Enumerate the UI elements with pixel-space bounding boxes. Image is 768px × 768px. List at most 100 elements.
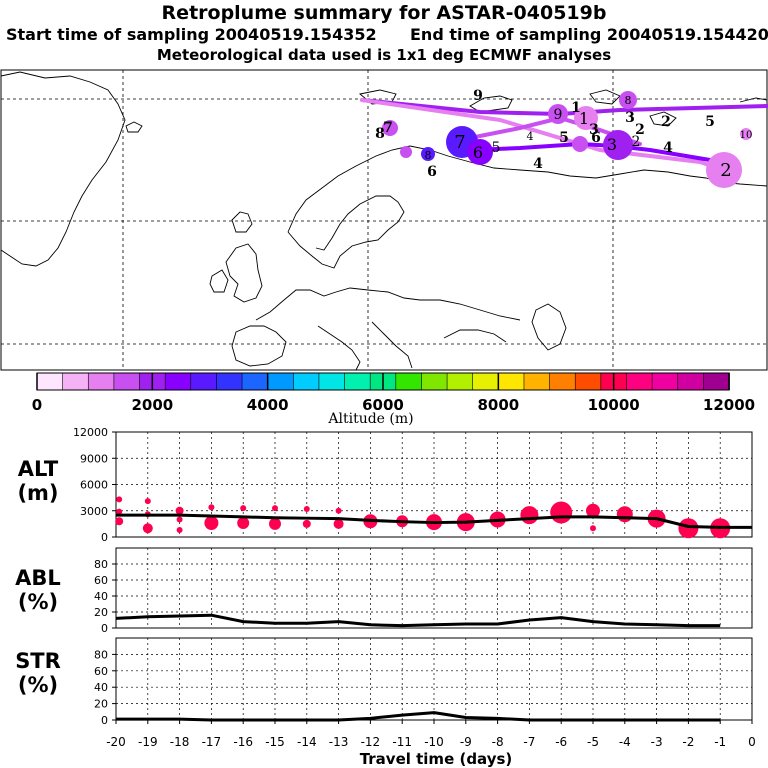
- x-axis-label: Travel time (days): [360, 750, 513, 768]
- plume-number: 3: [607, 135, 617, 154]
- day-label: 7: [383, 120, 393, 136]
- trajectory-day-labels: 9 8 1 3 2 5 4 6 5 7 6 3 2 4: [375, 88, 715, 180]
- y-tick-label: 0: [101, 622, 108, 635]
- colorbar-cell: [62, 372, 90, 391]
- coastline-baltic: [287, 195, 405, 269]
- plume-number: 5: [492, 140, 501, 156]
- abl-panel: 80 60 40 20 0 ABL(%): [15, 547, 753, 635]
- plume-centroid: [603, 130, 633, 160]
- plume-centroid: [421, 147, 435, 161]
- y-tick-label: 80: [94, 648, 108, 661]
- map-panel: 7 8 6 5 4 9 1 3 2 8 10 2 9 8 1 3 2 5 4 6…: [0, 69, 768, 371]
- x-tick-label: -14: [297, 735, 317, 749]
- colorbar-cell: [677, 372, 705, 391]
- chart-title: Retroplume summary for ASTAR-040519b: [161, 2, 607, 24]
- coastline-italy: [317, 325, 361, 371]
- x-tick-label: -2: [682, 735, 694, 749]
- plume-number: 9: [554, 107, 563, 123]
- colorbar-cell: [216, 372, 243, 391]
- plume-number: 10: [740, 130, 753, 141]
- altitude-marker: [302, 519, 311, 528]
- day-label: 2: [661, 114, 671, 130]
- colorbar-cell: [36, 372, 64, 391]
- altitude-marker: [240, 505, 247, 512]
- altitude-marker: [269, 517, 281, 530]
- altitude-marker: [520, 506, 539, 525]
- plume-centroid: [574, 106, 598, 130]
- panel-label-unit: (%): [18, 673, 58, 697]
- colorbar-cell: [421, 372, 448, 391]
- x-axis: -20 -19 -18 -17 -16 -15 -14 -13 -12 -11 -10 -9 -8 -7-…: [106, 720, 756, 768]
- plume-number: 7: [454, 132, 465, 153]
- coastline-ne: [739, 97, 768, 103]
- x-tick-label: -1: [714, 735, 726, 749]
- y-tick-label: 0: [101, 531, 108, 544]
- colorbar-cell: [292, 372, 320, 391]
- colorbar-cell: [626, 372, 653, 391]
- str-panel: 80 60 40 20 0 STR(%): [15, 637, 753, 727]
- day-label: 6: [427, 164, 437, 180]
- altitude-colorbar: 0 2000 4000 6000 8000 10000 12000 Altitude (m): [32, 372, 755, 427]
- altitude-marker: [550, 501, 573, 524]
- plume-number: 8: [425, 149, 432, 162]
- x-tick-label: -8: [492, 735, 504, 749]
- plume-number: 6: [473, 143, 483, 162]
- altitude-marker: [175, 506, 184, 515]
- day-label: 3: [589, 122, 599, 138]
- coastline-ireland: [209, 269, 229, 293]
- plume-centroid: [572, 136, 588, 152]
- panel-label: STR: [15, 649, 61, 673]
- plume-centroid: [619, 91, 637, 109]
- coastline-severnaya: [589, 89, 621, 105]
- altitude-marker: [616, 506, 633, 523]
- series-line: [115, 613, 721, 628]
- colorbar-tick-label: 4000: [247, 396, 289, 414]
- x-tick-label: -16: [233, 735, 253, 749]
- day-label: 1: [571, 100, 581, 116]
- colorbar-cell: [574, 372, 602, 391]
- x-tick-label: 0: [748, 735, 756, 749]
- colorbar-cell: [87, 372, 115, 391]
- plume-number: 4: [527, 130, 534, 143]
- day-label: 5: [705, 114, 715, 130]
- plume-number: 2: [632, 134, 641, 150]
- plume-number: 8: [625, 94, 632, 107]
- colorbar-tick-label: 8000: [477, 396, 519, 414]
- altitude-marker: [176, 527, 183, 533]
- coastline-balkans: [371, 321, 413, 369]
- altitude-marker: [115, 517, 124, 526]
- colorbar-ticks: 0 2000 4000 6000 8000 10000 12000: [32, 373, 755, 414]
- colorbar-cell: [113, 372, 141, 391]
- altitude-marker: [116, 496, 123, 503]
- colorbar-tick-label: 10000: [588, 396, 640, 414]
- coastline-black-sea: [443, 329, 507, 343]
- coastline-britain: [225, 243, 263, 303]
- plume-centroid: [706, 152, 742, 188]
- x-tick-label: -4: [619, 735, 631, 749]
- day-label: 5: [559, 130, 569, 146]
- y-tick-label: 40: [94, 590, 108, 603]
- day-label: 3: [625, 110, 635, 126]
- x-tick-label: -13: [329, 735, 349, 749]
- coastline-arctic-island: [649, 111, 677, 127]
- plume-centroid: [467, 139, 493, 165]
- met-data-note: Meteorological data used is 1x1 deg ECMW…: [156, 46, 612, 64]
- map-frame: [0, 69, 768, 371]
- panel-label-unit: (m): [17, 481, 58, 505]
- altitude-marker: [176, 516, 183, 523]
- x-tick-label: -6: [555, 735, 567, 749]
- coastline-continent: [255, 287, 521, 321]
- colorbar-cell: [267, 372, 295, 391]
- altitude-marker: [204, 516, 219, 530]
- colorbar-cell: [395, 372, 423, 391]
- y-tick-label: 12000: [73, 426, 108, 439]
- day-label: 9: [473, 88, 483, 104]
- plume-centroid: [400, 146, 412, 158]
- panel-label: ABL: [15, 566, 61, 590]
- altitude-marker: [590, 525, 596, 532]
- x-tick-label: -7: [523, 735, 535, 749]
- colorbar-label: Altitude (m): [327, 411, 413, 427]
- altitude-marker: [142, 523, 153, 534]
